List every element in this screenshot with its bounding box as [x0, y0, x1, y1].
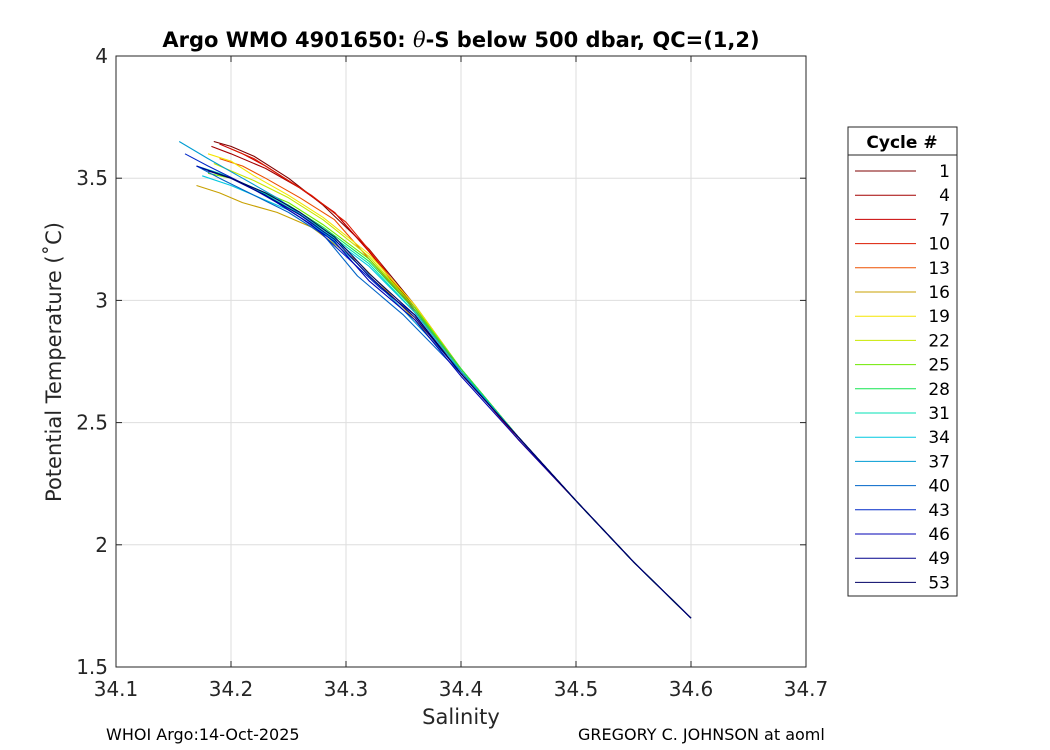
- footer-left-credit: WHOI Argo:14-Oct-2025: [106, 725, 300, 744]
- y-axis-label: Potential Temperature (˚C): [42, 222, 66, 502]
- profile-line: [202, 175, 692, 619]
- profile-line: [213, 162, 692, 619]
- profile-line: [219, 158, 692, 619]
- legend-label: 10: [928, 235, 950, 255]
- y-tick-label: 3: [95, 288, 108, 312]
- y-tick-label: 2: [95, 533, 108, 557]
- y-tick-label: 4: [95, 44, 108, 68]
- legend-label: 34: [928, 428, 950, 448]
- legend-label: 13: [928, 259, 950, 279]
- y-tick-label: 3.5: [76, 166, 108, 190]
- legend-label: 49: [928, 549, 950, 569]
- legend-label: 53: [928, 573, 950, 593]
- legend-label: 7: [939, 210, 950, 230]
- x-axis-label: Salinity: [422, 705, 500, 729]
- legend-label: 40: [928, 477, 950, 497]
- legend-box: [847, 126, 958, 597]
- x-tick-label: 34.2: [209, 677, 254, 701]
- profile-line: [196, 165, 692, 619]
- legend-title: Cycle #: [866, 133, 937, 153]
- x-tick-label: 34.3: [324, 677, 369, 701]
- profile-line: [178, 141, 692, 619]
- legend-label: 22: [928, 331, 950, 351]
- legend: Cycle # 1 4 7 10 13 16 19 22 25 28 31 34 37 40 43 46 49 5…: [847, 126, 958, 597]
- legend-entries: 1 4 7 10 13 16 19 22 25 28 31 34 37 40 43 46 49 53: [855, 162, 950, 593]
- chart-title: Argo WMO 4901650: θ-S below 500 dbar, QC…: [162, 28, 759, 52]
- profile-line: [184, 153, 692, 619]
- legend-label: 43: [928, 501, 950, 521]
- grid-lines: [115, 55, 807, 668]
- x-tick-label: 34.5: [554, 677, 599, 701]
- legend-label: 16: [928, 283, 950, 303]
- profile-line: [196, 165, 692, 619]
- y-tick-label: 1.5: [76, 655, 108, 679]
- x-axis-ticks: 34.1 34.2 34.3 34.4 34.5 34.6 34.7: [94, 56, 829, 701]
- legend-label: 37: [928, 452, 950, 472]
- x-tick-label: 34.4: [439, 677, 484, 701]
- x-tick-label: 34.7: [784, 677, 829, 701]
- y-tick-label: 2.5: [76, 411, 108, 435]
- legend-label: 46: [928, 525, 950, 545]
- legend-label: 31: [928, 404, 950, 424]
- legend-label: 25: [928, 356, 950, 376]
- legend-label: 4: [939, 186, 950, 206]
- profile-line: [207, 170, 692, 619]
- legend-label: 19: [928, 307, 950, 327]
- profile-line: [219, 143, 692, 619]
- profile-line: [196, 165, 692, 619]
- profile-line: [207, 153, 692, 619]
- legend-label: 1: [939, 162, 950, 182]
- profile-line: [202, 167, 692, 619]
- profile-line: [202, 167, 692, 619]
- x-tick-label: 34.1: [94, 677, 139, 701]
- profile-line: [196, 184, 692, 619]
- legend-label: 28: [928, 380, 950, 400]
- y-axis-ticks: 1.5 2 2.5 3 3.5 4: [76, 44, 806, 679]
- footer-right-credit: GREGORY C. JOHNSON at aoml: [578, 725, 825, 744]
- x-tick-label: 34.6: [669, 677, 714, 701]
- profile-lines: [178, 140, 692, 619]
- profile-line: [207, 172, 692, 619]
